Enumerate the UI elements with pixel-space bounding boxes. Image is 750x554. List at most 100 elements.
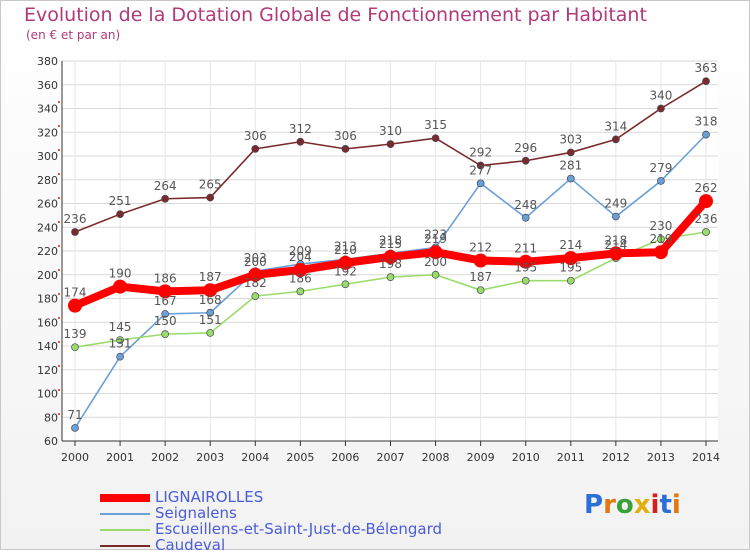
data-point-lignairolles <box>248 267 263 282</box>
data-point-lignairolles <box>68 298 82 313</box>
legend-swatch <box>100 513 150 515</box>
data-point-caudeval <box>612 135 620 144</box>
data-label-lignairolles: 218 <box>604 233 627 247</box>
y-tick-label: 300 <box>37 150 58 163</box>
y-tick-label: 380 <box>37 55 58 68</box>
data-label-seignalens: 131 <box>109 337 132 351</box>
data-label-escueillens-et-saint-just-de-b-lengard: 236 <box>695 212 718 226</box>
x-tick-label: 2013 <box>647 451 675 464</box>
data-point-escueillens-et-saint-just-de-b-lengard <box>386 273 395 281</box>
data-label-lignairolles: 212 <box>469 241 492 255</box>
data-point-caudeval <box>206 193 215 202</box>
data-point-seignalens <box>476 179 485 188</box>
data-label-escueillens-et-saint-just-de-b-lengard: 200 <box>424 255 447 269</box>
x-tick-label: 2002 <box>151 451 179 464</box>
data-label-lignairolles: 204 <box>289 250 312 264</box>
data-point-caudeval <box>341 145 350 153</box>
y-tick-label: 80 <box>44 411 58 424</box>
data-label-caudeval: 265 <box>199 178 222 192</box>
x-tick-label: 2006 <box>331 451 359 464</box>
data-point-caudeval <box>566 148 575 157</box>
y-tick-label: 140 <box>37 340 58 353</box>
data-label-seignalens: 318 <box>695 115 718 129</box>
data-point-escueillens-et-saint-just-de-b-lengard <box>476 286 485 295</box>
data-label-seignalens: 218 <box>379 233 402 247</box>
data-point-lignairolles <box>338 255 353 270</box>
logo-letter: i <box>671 490 681 520</box>
x-tick-label: 2005 <box>286 451 314 464</box>
chart-title: Evolution de la Dotation Globale de Fonc… <box>24 4 647 26</box>
data-point-escueillens-et-saint-just-de-b-lengard <box>116 336 124 344</box>
data-label-caudeval: 306 <box>334 129 357 143</box>
legend-swatch <box>100 545 150 547</box>
data-label-lignairolles: 219 <box>424 232 447 246</box>
data-point-escueillens-et-saint-just-de-b-lengard <box>702 228 710 236</box>
data-point-caudeval <box>431 134 440 143</box>
data-label-lignairolles: 262 <box>695 181 718 195</box>
y-tick-label: 100 <box>37 388 58 401</box>
data-label-escueillens-et-saint-just-de-b-lengard: 139 <box>64 327 87 341</box>
legend-label: Seignalens <box>155 504 237 522</box>
data-point-lignairolles <box>699 194 713 209</box>
data-point-seignalens <box>71 424 79 432</box>
data-label-escueillens-et-saint-just-de-b-lengard: 192 <box>334 264 357 278</box>
data-point-lignairolles <box>383 249 398 264</box>
data-label-escueillens-et-saint-just-de-b-lengard: 214 <box>604 238 627 252</box>
data-label-seignalens: 168 <box>199 293 222 307</box>
data-label-caudeval: 312 <box>289 122 312 136</box>
y-tick-label: 240 <box>37 221 58 234</box>
x-tick-label: 2014 <box>692 451 720 464</box>
data-point-seignalens <box>116 352 124 361</box>
data-point-escueillens-et-saint-just-de-b-lengard <box>521 276 530 285</box>
data-label-caudeval: 303 <box>559 132 582 146</box>
logo-letter: i <box>650 490 660 520</box>
y-tick-label: 60 <box>44 435 58 448</box>
data-point-seignalens <box>566 174 575 183</box>
y-tick-label: 200 <box>37 269 58 282</box>
data-label-caudeval: 315 <box>424 118 447 132</box>
data-point-escueillens-et-saint-just-de-b-lengard <box>206 329 215 337</box>
data-label-escueillens-et-saint-just-de-b-lengard: 150 <box>154 314 177 328</box>
data-point-seignalens <box>521 213 530 222</box>
data-label-caudeval: 296 <box>514 141 537 155</box>
data-point-lignairolles <box>203 283 218 298</box>
logo-letter: x <box>633 490 651 520</box>
y-tick-label: 160 <box>37 316 58 329</box>
y-tick-label: 220 <box>37 245 58 258</box>
legend-label: Escueillens-et-Saint-Just-de-Bélengard <box>155 520 443 538</box>
data-point-lignairolles <box>293 263 308 277</box>
data-label-seignalens: 223 <box>424 227 447 241</box>
data-label-escueillens-et-saint-just-de-b-lengard: 195 <box>514 261 537 275</box>
data-point-seignalens <box>657 177 665 185</box>
x-tick-label: 2000 <box>61 451 89 464</box>
data-label-seignalens: 213 <box>334 239 357 253</box>
data-label-escueillens-et-saint-just-de-b-lengard: 195 <box>559 261 582 275</box>
data-point-lignairolles <box>113 279 128 294</box>
data-point-lignairolles <box>653 245 668 260</box>
data-label-caudeval: 264 <box>154 179 177 193</box>
data-label-lignairolles: 186 <box>154 271 177 285</box>
data-point-caudeval <box>702 77 710 86</box>
data-label-lignairolles: 200 <box>244 255 267 269</box>
data-point-caudeval <box>386 140 395 148</box>
logo-letter: P <box>584 490 604 520</box>
logo-letter: o <box>615 490 634 520</box>
data-label-caudeval: 292 <box>469 146 492 160</box>
x-tick-label: 2010 <box>512 451 540 464</box>
data-label-seignalens: 203 <box>244 251 267 265</box>
data-label-caudeval: 236 <box>64 212 87 226</box>
data-point-escueillens-et-saint-just-de-b-lengard <box>71 343 79 352</box>
data-point-escueillens-et-saint-just-de-b-lengard <box>566 276 575 285</box>
data-label-seignalens: 249 <box>604 197 627 211</box>
x-tick-label: 2003 <box>196 451 224 464</box>
data-label-lignairolles: 174 <box>64 286 87 300</box>
x-tick-label: 2001 <box>106 451 134 464</box>
logo-letter: r <box>603 490 616 520</box>
data-point-caudeval <box>296 137 305 146</box>
data-label-seignalens: 279 <box>649 161 672 175</box>
data-label-caudeval: 363 <box>695 61 718 75</box>
data-label-caudeval: 310 <box>379 124 402 138</box>
y-tick-label: 120 <box>37 364 58 377</box>
data-point-seignalens <box>612 212 620 221</box>
